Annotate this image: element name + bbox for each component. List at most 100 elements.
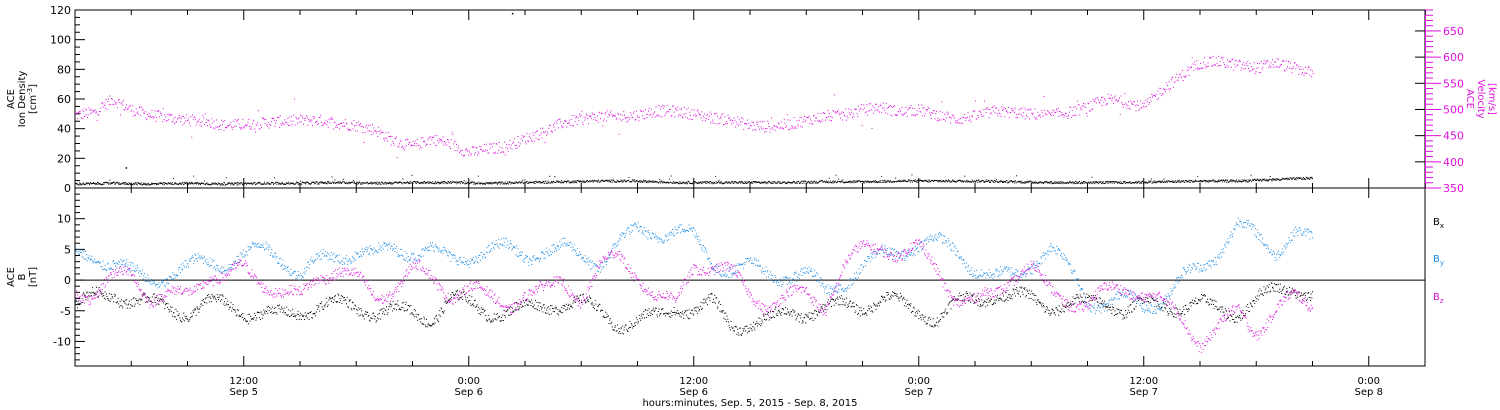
velocity-point (330, 117, 331, 119)
density-point (1226, 179, 1228, 181)
velocity-point (558, 118, 560, 120)
bx-point (189, 317, 191, 319)
density-point (536, 181, 538, 183)
bx-point (582, 293, 584, 295)
density-point (1008, 181, 1010, 183)
bx-point (704, 298, 706, 300)
bx-point (519, 306, 521, 308)
density-point (1284, 178, 1286, 180)
density-point (625, 181, 627, 183)
density-point (391, 183, 393, 185)
density-point (254, 181, 256, 183)
velocity-point (368, 125, 370, 127)
velocity-point (1279, 65, 1281, 67)
bx-point (710, 292, 712, 294)
density-point (800, 181, 802, 183)
bx-point (174, 316, 176, 318)
density-point (581, 181, 583, 183)
density-point (733, 182, 735, 184)
density-point (931, 179, 933, 181)
velocity-point (621, 120, 622, 122)
density-point (996, 181, 998, 183)
velocity-point (564, 119, 566, 121)
velocity-point (766, 128, 768, 130)
density-point (701, 183, 703, 185)
density-point (829, 181, 831, 183)
density-point (126, 184, 128, 186)
density-point (380, 183, 382, 185)
density-point (1152, 181, 1154, 183)
velocity-point (942, 118, 944, 120)
velocity-point (1025, 109, 1027, 111)
density-point (406, 182, 408, 184)
density-point (215, 183, 217, 185)
velocity-point (512, 142, 514, 144)
density-point (536, 182, 538, 184)
density-point (162, 182, 164, 184)
density-point (1034, 181, 1036, 183)
density-point (1185, 180, 1187, 182)
density-point (846, 181, 848, 183)
density-point (1124, 181, 1126, 183)
velocity-point (1051, 112, 1053, 114)
density-point (149, 184, 151, 186)
density-point (307, 182, 309, 184)
density-point (914, 179, 916, 181)
density-point (154, 183, 156, 185)
density-point (660, 182, 661, 184)
velocity-point (513, 141, 514, 143)
density-point (878, 181, 880, 183)
density-point (1200, 179, 1201, 181)
velocity-point (879, 111, 880, 113)
bx-point (311, 317, 313, 319)
density-point (1033, 181, 1035, 183)
bx-point (643, 311, 645, 313)
bx-point (604, 316, 606, 318)
velocity-point (567, 122, 568, 124)
density-point (188, 183, 190, 185)
velocity-point (1253, 68, 1255, 70)
density-point (1011, 180, 1013, 182)
density-point (804, 180, 805, 182)
density-point (611, 179, 613, 181)
velocity-point (160, 112, 162, 114)
bx-point (607, 316, 609, 318)
velocity-point (935, 113, 937, 115)
bx-point (454, 294, 456, 296)
bx-point (569, 306, 571, 308)
bx-point (636, 317, 638, 319)
bx-point (128, 303, 130, 305)
bx-point (402, 307, 404, 309)
density-point (90, 183, 92, 185)
density-point (848, 181, 850, 183)
density-point (343, 181, 345, 183)
velocity-point (162, 107, 164, 109)
density-point (166, 183, 168, 185)
density-point (1259, 178, 1261, 180)
velocity-point (1131, 102, 1132, 104)
density-point (725, 181, 727, 183)
bx-point (348, 306, 349, 308)
bx-point (717, 306, 719, 308)
velocity-point (333, 128, 334, 130)
velocity-point (87, 114, 89, 116)
density-point (440, 182, 442, 184)
density-point (513, 183, 515, 185)
density-point (137, 182, 139, 184)
velocity-point (1305, 66, 1306, 68)
density-point (1002, 180, 1004, 182)
density-point (100, 184, 102, 186)
density-point (1167, 180, 1169, 182)
bx-point (360, 308, 362, 310)
velocity-point (320, 114, 322, 116)
density-point (608, 181, 610, 183)
density-point (589, 180, 591, 182)
density-point (298, 182, 300, 184)
velocity-point (913, 114, 915, 116)
density-point (244, 182, 246, 184)
density-point (436, 181, 438, 183)
velocity-point (1302, 68, 1304, 70)
velocity-point (1260, 71, 1261, 73)
density-point (746, 182, 748, 184)
velocity-point (263, 118, 265, 120)
